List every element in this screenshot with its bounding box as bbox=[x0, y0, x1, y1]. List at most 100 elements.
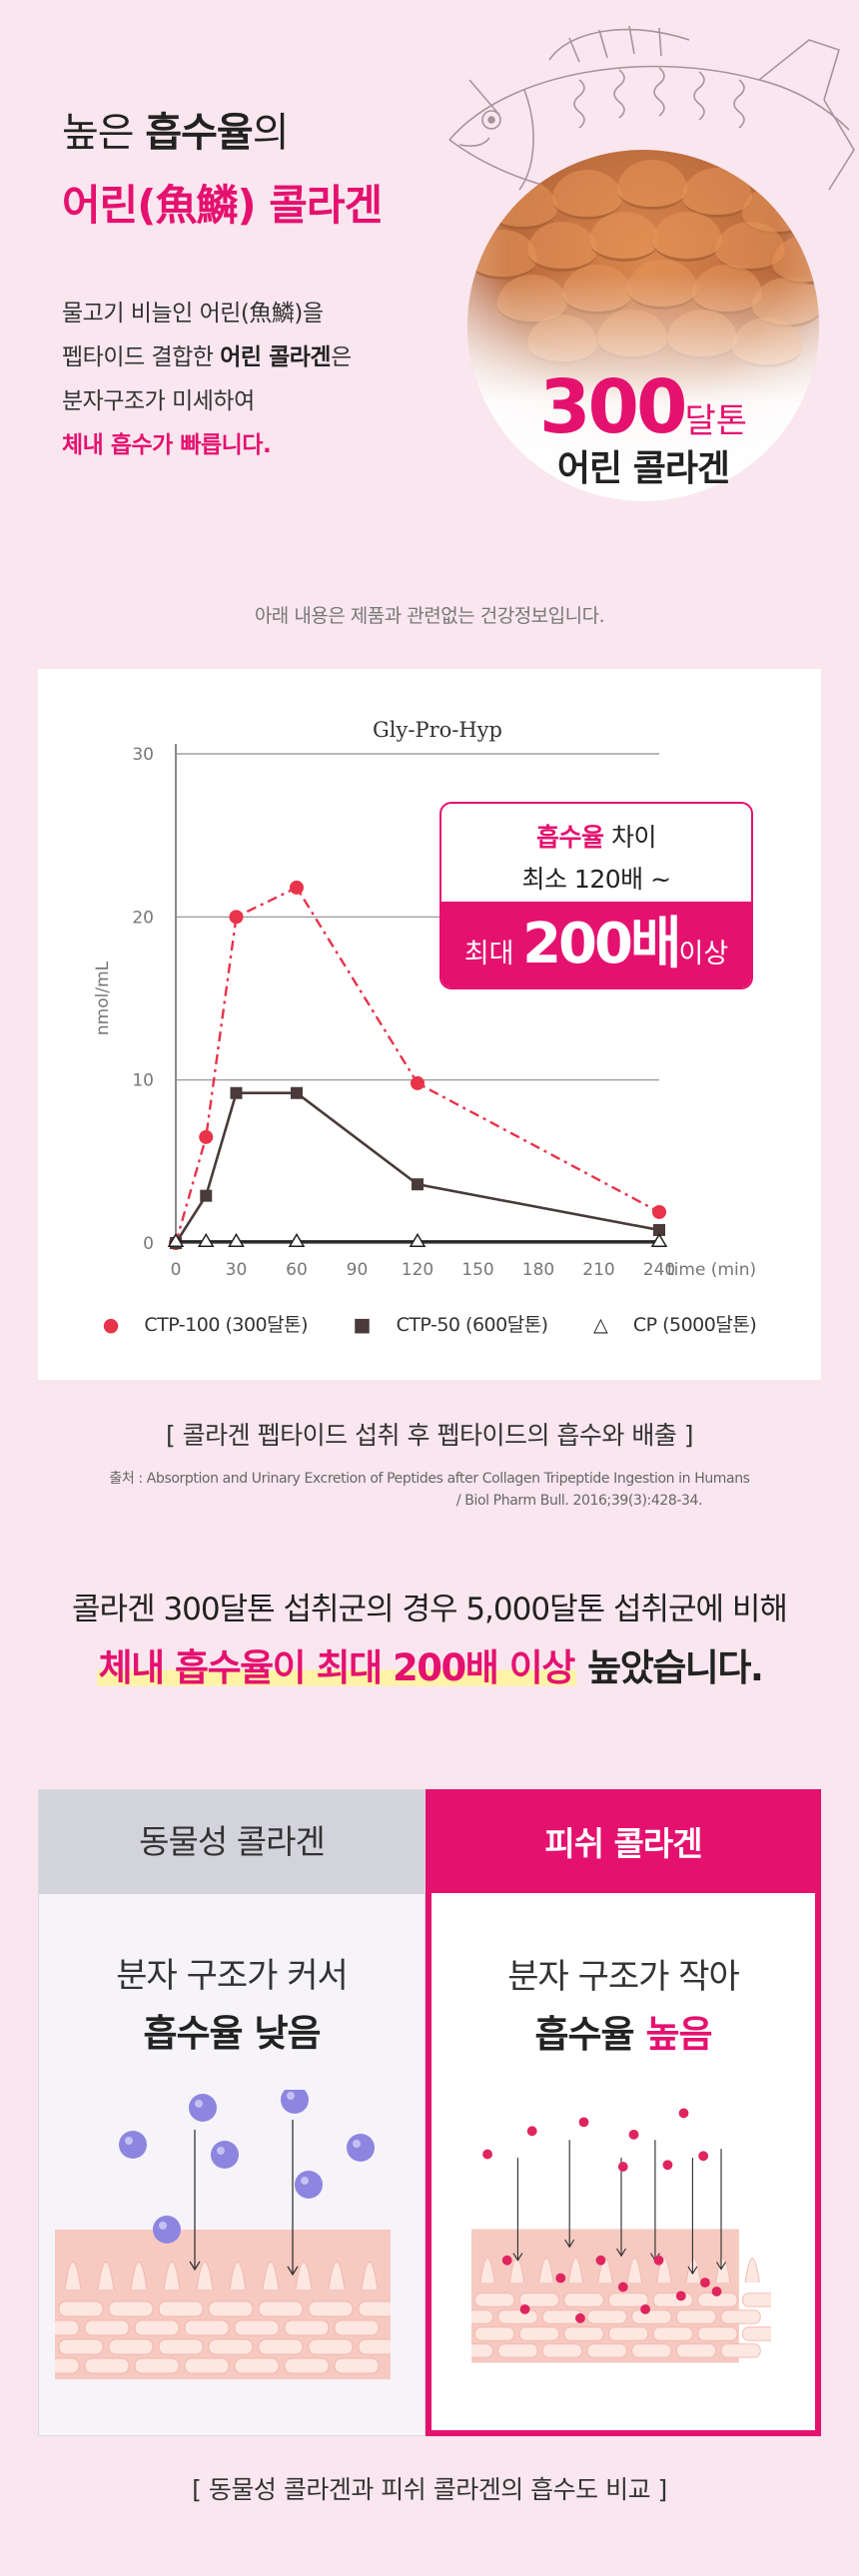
skin-cell bbox=[229, 2261, 247, 2290]
skin-cell bbox=[741, 2326, 771, 2341]
x-tick-label: 90 bbox=[347, 1260, 369, 1280]
small-molecule-particle bbox=[662, 2160, 673, 2171]
health-info-notice: 아래 내용은 제품과 관련없는 건강정보입니다. bbox=[254, 605, 605, 627]
fish-collagen-desc: 분자 구조가 작아 bbox=[507, 1957, 740, 1997]
fish-collagen-panel: 피쉬 콜라겐 분자 구조가 작아 흡수율 높음 bbox=[426, 1789, 821, 2436]
large-molecule-particle bbox=[189, 2094, 217, 2122]
skin-cell bbox=[563, 2292, 604, 2307]
small-molecule-particle bbox=[653, 2254, 664, 2265]
data-point-ctp100 bbox=[411, 1075, 425, 1090]
skin-cell bbox=[64, 2261, 82, 2290]
skin-cell bbox=[586, 2343, 627, 2358]
skin-cell bbox=[134, 2319, 180, 2336]
legend-item-cp: △ CP (5000달톤) bbox=[593, 1314, 757, 1336]
data-point-ctp50 bbox=[291, 1086, 303, 1099]
small-molecule-particle bbox=[526, 2126, 537, 2137]
skin-cell bbox=[474, 2292, 515, 2307]
data-point-ctp50 bbox=[200, 1189, 213, 1202]
fish-collagen-heading: 피쉬 콜라겐 bbox=[431, 1795, 815, 1893]
small-molecule-particle bbox=[578, 2117, 589, 2128]
skin-cell bbox=[631, 2309, 672, 2324]
skin-cell bbox=[474, 2326, 515, 2341]
skin-cell bbox=[158, 2338, 204, 2355]
animal-collagen-result: 흡수율 낮음 bbox=[143, 2012, 321, 2055]
arrow-head bbox=[287, 2265, 299, 2276]
skin-cell bbox=[652, 2292, 693, 2307]
arrow-head bbox=[564, 2239, 575, 2249]
skin-cell bbox=[361, 2261, 379, 2290]
skin-cell bbox=[358, 2338, 391, 2355]
small-molecule-particle bbox=[675, 2290, 686, 2301]
series-line-0 bbox=[174, 886, 660, 1244]
skin-cell bbox=[626, 2257, 642, 2283]
small-molecule-particle bbox=[628, 2129, 639, 2140]
fish-illustration bbox=[448, 25, 855, 201]
skin-cell bbox=[541, 2343, 583, 2358]
particle-highlight bbox=[125, 2137, 133, 2145]
skin-cell bbox=[55, 2319, 80, 2336]
x-tick-label: 30 bbox=[226, 1260, 248, 1280]
skin-cell bbox=[234, 2357, 280, 2374]
skin-cell bbox=[58, 2338, 104, 2355]
absorption-line-chart: Gly-Pro-Hyp 0 10 20 30 0 30 60 90 120 150 180 210 240… bbox=[93, 718, 756, 1280]
y-tick-label: 30 bbox=[132, 745, 154, 765]
skin-cell bbox=[675, 2309, 717, 2324]
skin-cell bbox=[97, 2261, 115, 2290]
particle-highlight bbox=[217, 2147, 225, 2155]
small-molecule-particle bbox=[482, 2149, 492, 2160]
arrow-head bbox=[512, 2253, 523, 2261]
y-tick-label: 20 bbox=[132, 908, 154, 928]
skin-cell bbox=[497, 2309, 538, 2324]
skin-cell bbox=[108, 2338, 154, 2355]
skin-cell bbox=[84, 2319, 130, 2336]
data-point-ctp100 bbox=[290, 880, 304, 895]
skin-cell bbox=[563, 2326, 604, 2341]
skin-layer bbox=[471, 2229, 739, 2363]
skin-cell bbox=[685, 2257, 701, 2283]
chart-legend: ● CTP-100 (300달톤) ■ CTP-50 (600달톤) △ CP … bbox=[38, 1310, 821, 1337]
small-molecule-particle bbox=[700, 2277, 710, 2288]
skin-cell bbox=[631, 2343, 672, 2358]
legend-item-ctp50: ■ CTP-50 (600달톤) bbox=[353, 1314, 549, 1336]
hero-title-line1: 높은 흡수율의 bbox=[62, 110, 290, 156]
chart-card bbox=[38, 669, 821, 1380]
skin-cell bbox=[58, 2300, 104, 2317]
small-molecule-particle bbox=[555, 2272, 566, 2283]
skin-cell bbox=[158, 2300, 204, 2317]
skin-cell bbox=[55, 2357, 80, 2374]
skin-cell bbox=[308, 2338, 354, 2355]
absorption-difference-callout: 흡수율 차이 최소 120배 ~ 최대 200배이상 bbox=[439, 802, 753, 989]
skin-cell bbox=[586, 2309, 627, 2324]
x-axis-label: time (min) bbox=[667, 1260, 756, 1280]
arrow-head bbox=[189, 2260, 201, 2271]
statement-line2: 체내 흡수율이 최대 200배 이상 높았습니다. bbox=[96, 1646, 764, 1689]
skin-small-molecule-illustration bbox=[471, 2108, 771, 2363]
skin-cell bbox=[538, 2257, 554, 2283]
small-molecule-particle bbox=[640, 2303, 651, 2314]
statement-line1: 콜라겐 300달톤 섭취군의 경우 5,000달톤 섭취군에 비해 bbox=[72, 1592, 788, 1627]
skin-cell bbox=[497, 2343, 538, 2358]
skin-cell bbox=[184, 2319, 230, 2336]
data-point-ctp50 bbox=[412, 1178, 424, 1191]
chart-caption: [ 콜라겐 펩타이드 섭취 후 펩타이드의 흡수와 배출 ] bbox=[165, 1421, 694, 1450]
large-molecule-particle bbox=[295, 2171, 323, 2199]
x-tick-label: 210 bbox=[582, 1260, 614, 1280]
small-molecule-particle bbox=[617, 2281, 628, 2292]
small-molecule-particle bbox=[575, 2312, 585, 2323]
skin-cell bbox=[741, 2292, 771, 2307]
comparison-caption: [ 동물성 콜라겐과 피쉬 콜라겐의 흡수도 비교 ] bbox=[192, 2475, 667, 2504]
skin-cell bbox=[334, 2319, 380, 2336]
dalton-badge: 300달톤 어린 콜라겐 bbox=[538, 364, 748, 489]
skin-cell bbox=[308, 2300, 354, 2317]
skin-cell bbox=[234, 2319, 280, 2336]
fish-collagen-result: 흡수율 높음 bbox=[534, 2013, 712, 2056]
skin-cell bbox=[720, 2309, 761, 2324]
small-molecule-particle bbox=[698, 2151, 709, 2162]
skin-cell bbox=[262, 2261, 280, 2290]
x-tick-label: 180 bbox=[522, 1260, 554, 1280]
data-point-cp bbox=[167, 1232, 185, 1248]
skin-cell bbox=[697, 2326, 738, 2341]
skin-cell bbox=[130, 2261, 148, 2290]
legend-item-ctp100: ● CTP-100 (300달톤) bbox=[102, 1314, 309, 1336]
small-molecule-particle bbox=[711, 2286, 722, 2296]
